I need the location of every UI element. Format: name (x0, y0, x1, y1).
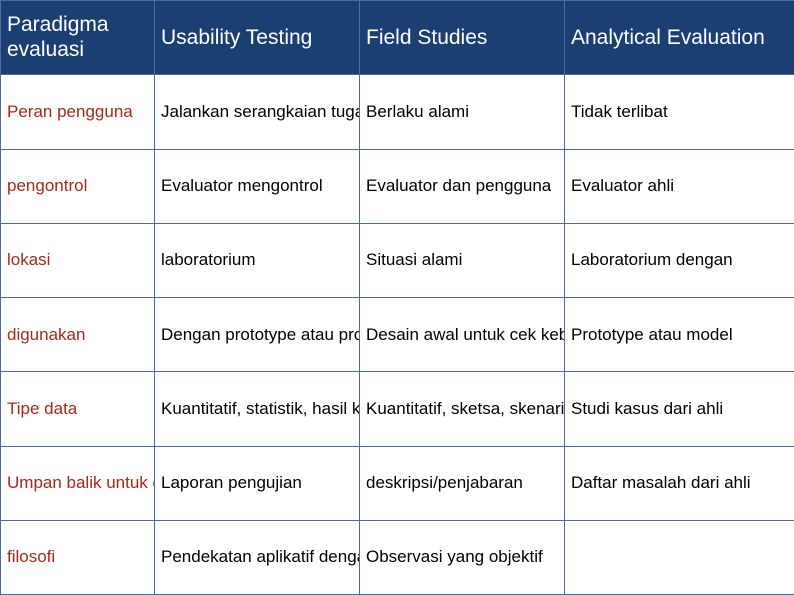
cell: Observasi yang objektif (360, 520, 565, 594)
cell (565, 520, 794, 594)
table-header-row: Paradigma evaluasi Usability Testing Fie… (1, 1, 794, 75)
cell: Daftar masalah dari ahli (565, 446, 794, 520)
row-label-umpan: Umpan balik untuk desain (1, 446, 155, 520)
row-label-lokasi: lokasi (1, 223, 155, 297)
table-row: lokasi laboratorium Situasi alami Labora… (1, 223, 794, 297)
table-row: Umpan balik untuk desain Laporan penguji… (1, 446, 794, 520)
cell: Tidak terlibat (565, 75, 794, 149)
table-row: digunakan Dengan prototype atau produk D… (1, 298, 794, 372)
cell: Jalankan serangkaian tugas (155, 75, 360, 149)
header-paradigm: Paradigma evaluasi (1, 1, 155, 75)
cell: Prototype atau model (565, 298, 794, 372)
row-label-filosofi: filosofi (1, 520, 155, 594)
cell: Desain awal untuk cek kebutuhan (360, 298, 565, 372)
cell: Pendekatan aplikatif dengan eksperimen (155, 520, 360, 594)
table-row: Tipe data Kuantitatif, statistik, hasil … (1, 372, 794, 446)
cell: Kuantitatif, sketsa, skenario, dll (360, 372, 565, 446)
cell: Dengan prototype atau produk (155, 298, 360, 372)
row-label-tipedata: Tipe data (1, 372, 155, 446)
cell: Studi kasus dari ahli (565, 372, 794, 446)
row-label-peran: Peran pengguna (1, 75, 155, 149)
header-analytical: Analytical Evaluation (565, 1, 794, 75)
cell: Laboratorium dengan (565, 223, 794, 297)
row-label-pengontrol: pengontrol (1, 149, 155, 223)
table-row: filosofi Pendekatan aplikatif dengan eks… (1, 520, 794, 594)
header-field: Field Studies (360, 1, 565, 75)
table-row: Peran pengguna Jalankan serangkaian tuga… (1, 75, 794, 149)
cell: laboratorium (155, 223, 360, 297)
cell: Evaluator mengontrol (155, 149, 360, 223)
cell: Situasi alami (360, 223, 565, 297)
cell: Kuantitatif, statistik, hasil kuesioner (155, 372, 360, 446)
cell: Evaluator dan pengguna (360, 149, 565, 223)
header-usability: Usability Testing (155, 1, 360, 75)
cell: deskripsi/penjabaran (360, 446, 565, 520)
cell: Berlaku alami (360, 75, 565, 149)
table-row: pengontrol Evaluator mengontrol Evaluato… (1, 149, 794, 223)
cell: Laporan pengujian (155, 446, 360, 520)
evaluation-paradigm-table: Paradigma evaluasi Usability Testing Fie… (0, 0, 794, 595)
row-label-digunakan: digunakan (1, 298, 155, 372)
cell: Evaluator ahli (565, 149, 794, 223)
